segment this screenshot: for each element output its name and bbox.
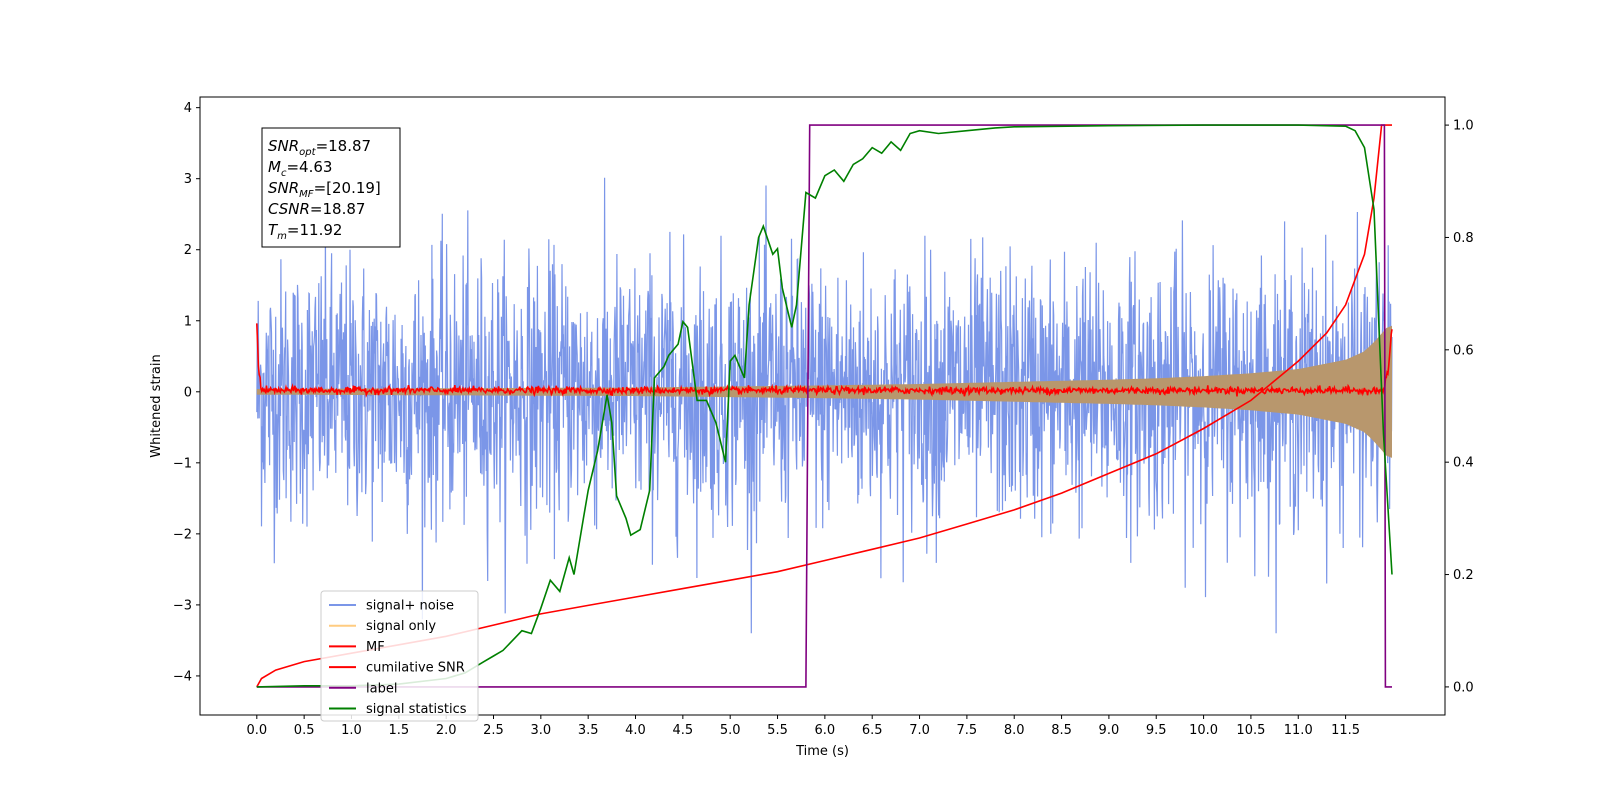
- noise-layer: [256, 177, 1393, 634]
- x-tick-label: 1.5: [388, 723, 409, 738]
- legend-label: MF: [366, 640, 385, 655]
- legend-label: cumilative SNR: [366, 661, 465, 676]
- legend-frame: [320, 590, 479, 722]
- x-tick-label: 4.5: [673, 723, 694, 738]
- x-tick-label: 8.0: [1004, 723, 1025, 738]
- series-label: [256, 124, 1392, 688]
- y-tick-label: −4: [173, 669, 192, 684]
- x-tick-label: 4.0: [625, 723, 646, 738]
- x-axis-label: Time (s): [795, 744, 849, 759]
- y-tick-label: 0: [184, 385, 192, 400]
- annotation-line: Tm=11.92: [268, 221, 342, 242]
- legend-label: signal statistics: [366, 702, 467, 717]
- y-tick-label: 1: [184, 314, 192, 329]
- legend-label: signal+ noise: [366, 599, 454, 614]
- x-tick-label: 9.5: [1146, 723, 1167, 738]
- x-tick-label: 6.5: [862, 723, 883, 738]
- series-mf: [256, 323, 1393, 398]
- annotation-line: Mc=4.63: [268, 158, 332, 179]
- x-tick-label: 10.0: [1189, 723, 1218, 738]
- x-tick-label: 3.0: [530, 723, 551, 738]
- x-tick-label: 0.5: [294, 723, 315, 738]
- y-axis-label: Whitened strain: [149, 354, 164, 457]
- x-tick-label: 2.0: [436, 723, 457, 738]
- series-signal-statistics: [256, 124, 1393, 688]
- annotation-line: CSNR=18.87: [268, 200, 365, 218]
- x-tick-label: 2.5: [483, 723, 504, 738]
- y-tick-label: 4: [184, 101, 192, 116]
- legend: signal+ noise signal only MF cumilative SNR…: [320, 590, 479, 722]
- axes-layer: 0.0 0.5 1.0 1.5 2.0 2.5 3.0 3.5 4.0 4.5 5.0 5.5 6.0 6…: [173, 101, 1474, 738]
- x-tick-label: 7.0: [909, 723, 930, 738]
- x-tick-label: 11.5: [1331, 723, 1360, 738]
- plot-frame: [199, 96, 1446, 716]
- legend-label: label: [366, 681, 397, 696]
- y-tick-label: 3: [184, 172, 192, 187]
- x-tick-label: 8.5: [1051, 723, 1072, 738]
- y2-tick-label: 0.4: [1453, 456, 1474, 471]
- legend-label: signal only: [366, 619, 436, 634]
- x-tick-label: 1.0: [341, 723, 362, 738]
- y-tick-label: −1: [173, 456, 192, 471]
- y-tick-label: −3: [173, 598, 192, 613]
- x-tick-label: 11.0: [1284, 723, 1313, 738]
- annotation-line: SNRopt=18.87: [268, 137, 371, 158]
- x-tick-label: 10.5: [1236, 723, 1265, 738]
- annotation-frame: [261, 127, 401, 248]
- x-tick-label: 6.0: [815, 723, 836, 738]
- y2-tick-label: 0.0: [1453, 680, 1474, 695]
- x-tick-label: 5.0: [720, 723, 741, 738]
- y-tick-label: 2: [184, 243, 192, 258]
- x-tick-label: 9.0: [1099, 723, 1120, 738]
- y2-tick-label: 0.8: [1453, 231, 1474, 246]
- x-tick-label: 5.5: [767, 723, 788, 738]
- x-tick-label: 0.0: [246, 723, 267, 738]
- x-tick-label: 3.5: [578, 723, 599, 738]
- series-signal-noise: [256, 177, 1393, 634]
- y2-tick-label: 1.0: [1453, 119, 1474, 134]
- annotation-box: SNRopt=18.87Mc=4.63SNRMF=[20.19]CSNR=18.…: [261, 127, 401, 248]
- y2-tick-label: 0.6: [1453, 343, 1474, 358]
- y2-tick-label: 0.2: [1453, 568, 1474, 583]
- x-tick-label: 7.5: [957, 723, 978, 738]
- annotation-line: SNRMF=[20.19]: [268, 179, 381, 200]
- y-tick-label: −2: [173, 527, 192, 542]
